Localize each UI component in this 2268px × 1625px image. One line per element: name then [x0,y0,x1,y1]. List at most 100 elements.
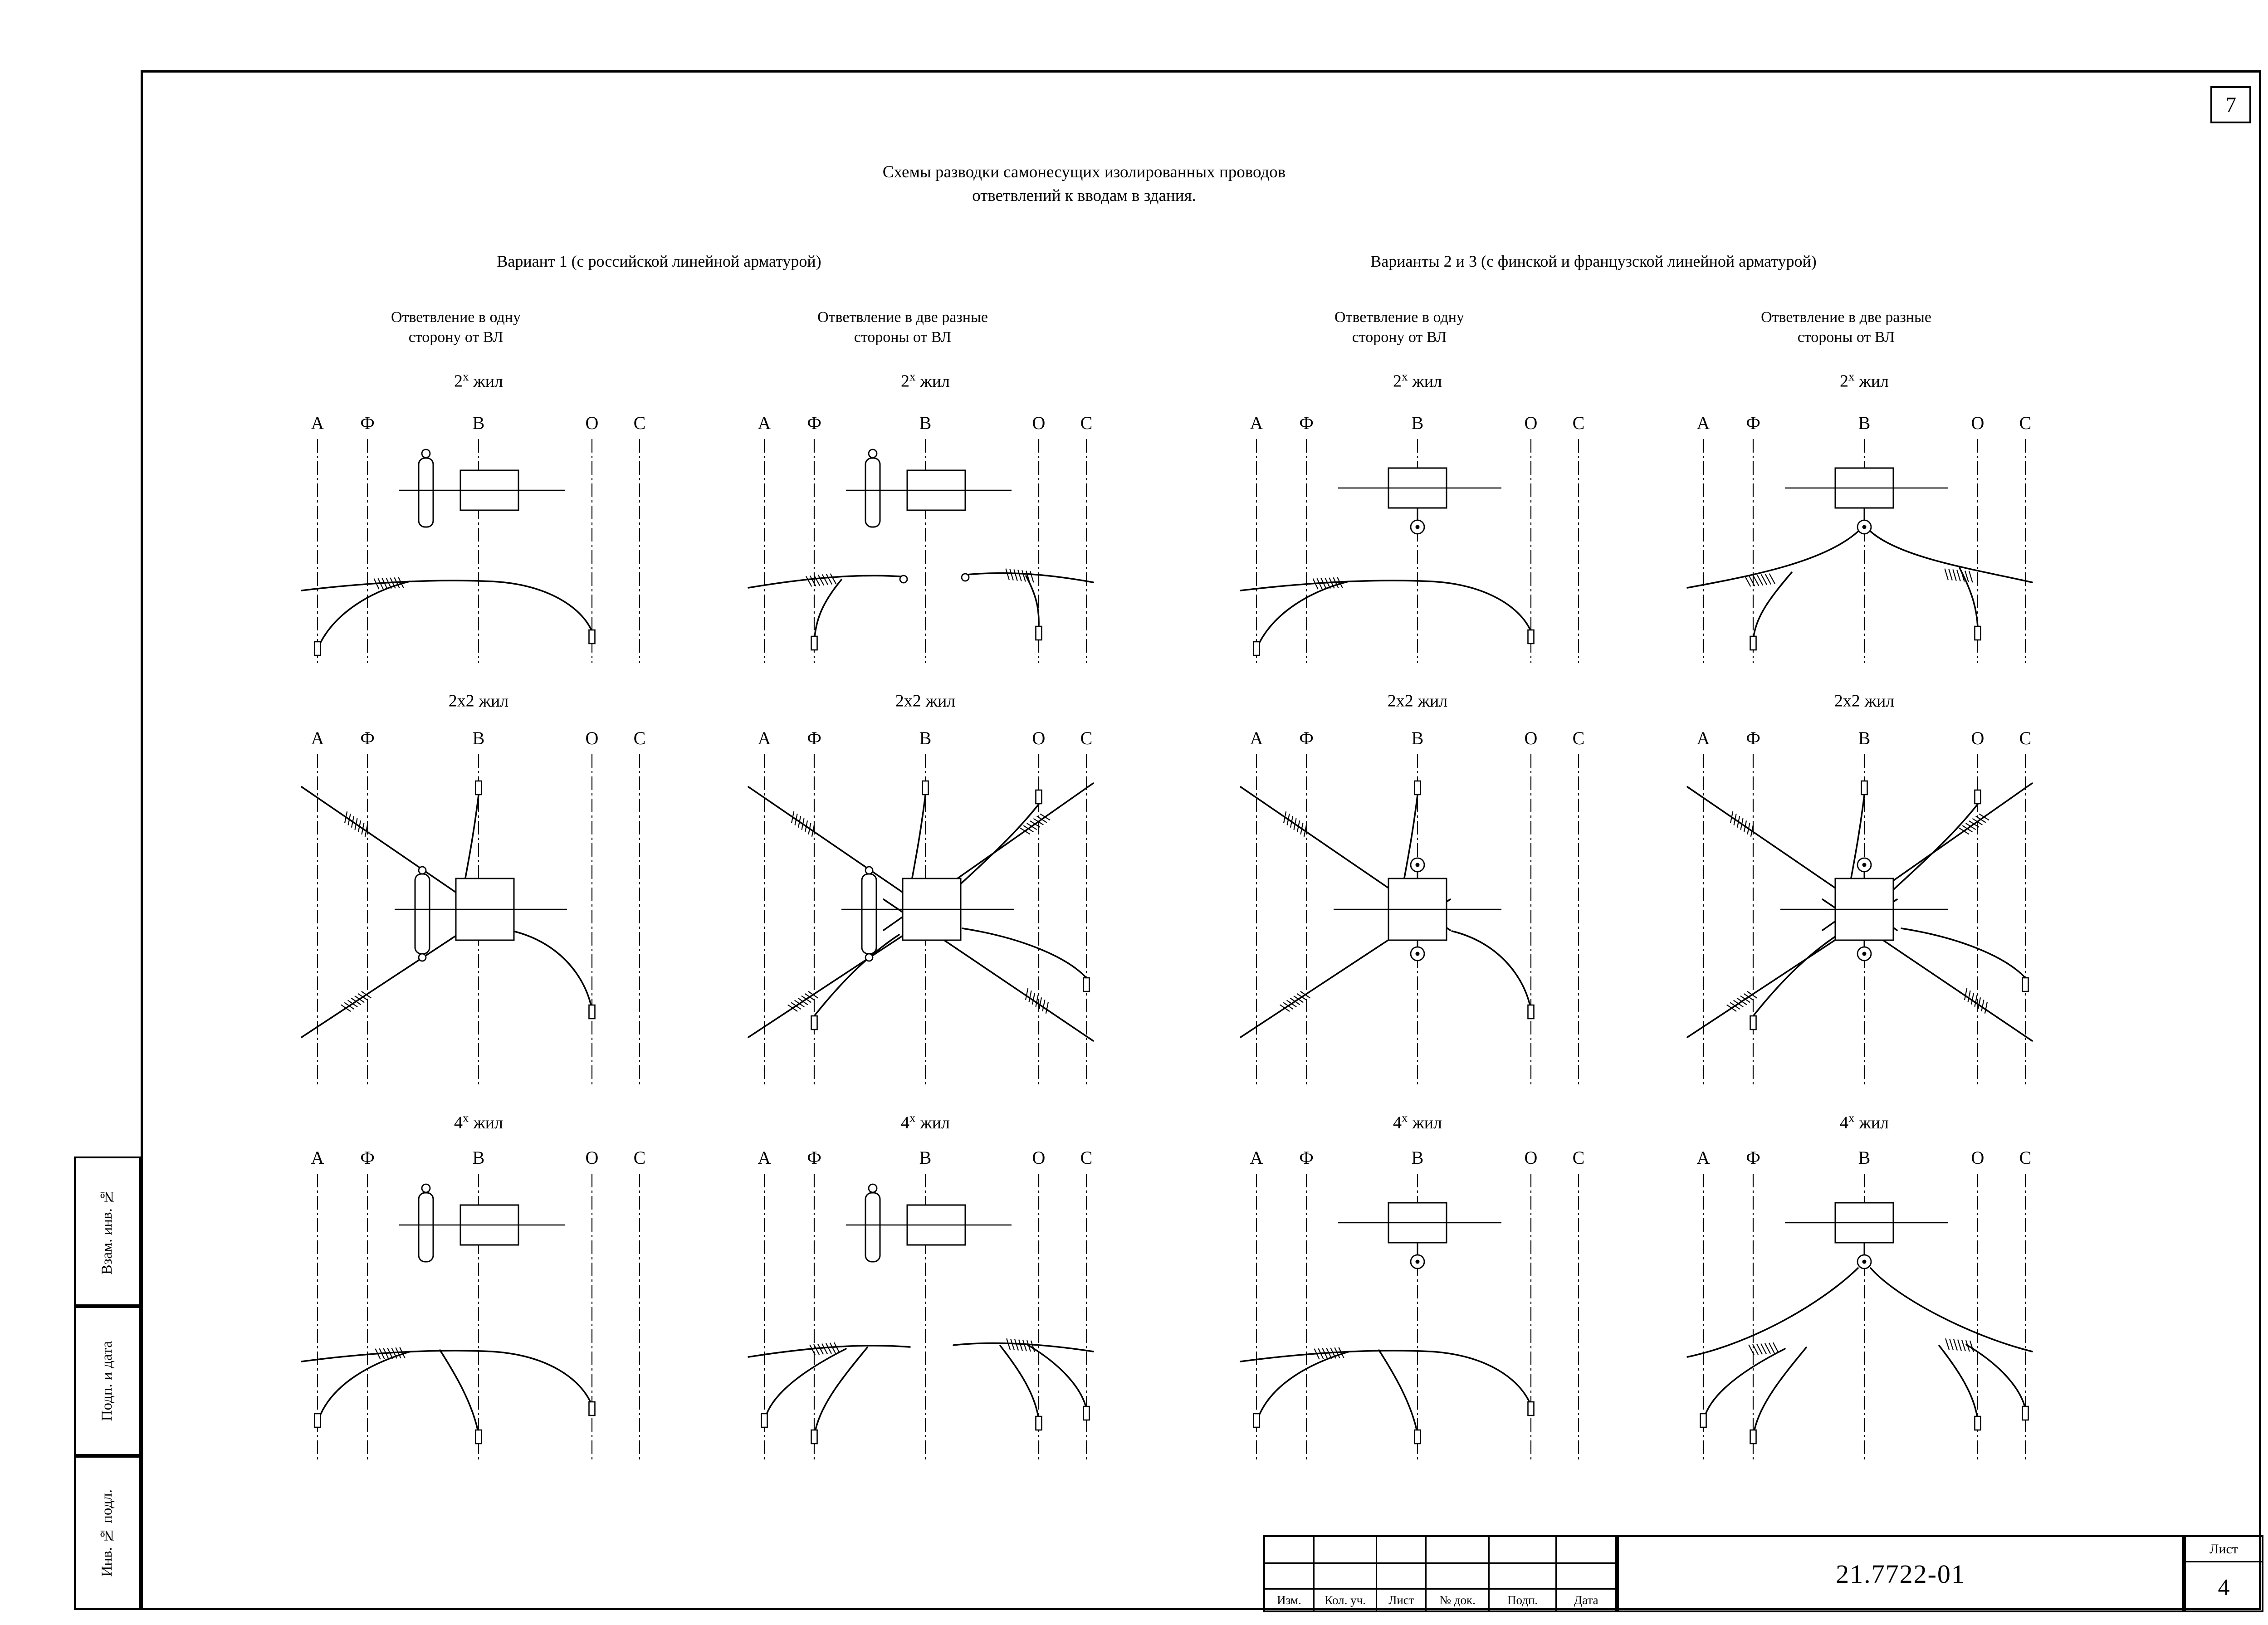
svg-text:А: А [1697,413,1710,433]
revision-cell [1377,1564,1427,1590]
svg-text:О: О [1525,728,1538,748]
revision-row-empty [1265,1564,1615,1590]
svg-text:Ф: Ф [1746,728,1760,748]
svg-text:А: А [1697,1147,1710,1168]
svg-text:А: А [758,413,771,433]
svg-text:В: В [919,413,932,433]
revision-cell [1427,1564,1490,1590]
svg-text:А: А [1250,1147,1263,1168]
core-count-label: 4х жил [454,1111,503,1132]
svg-text:А: А [311,1147,324,1168]
variant1-header: Вариант 1 (с российской линейной арматур… [497,252,821,270]
svg-text:О: О [1032,413,1046,433]
svg-text:А: А [311,728,324,748]
revision-cell [1489,1564,1557,1590]
svg-text:С: С [634,413,646,433]
svg-text:В: В [1412,728,1424,748]
sheet-number-value: 4 [2218,1574,2230,1601]
revision-cell [1314,1537,1378,1564]
svg-text:В: В [1858,728,1871,748]
revision-cell [1314,1564,1378,1590]
sheet-number-box: 7 [2210,86,2251,123]
svg-text:О: О [1971,413,1984,433]
column-subtitle-2-line1: Ответвление в две разные [817,309,988,326]
page-title-line2: ответвлений к вводам в здания. [972,186,1196,205]
svg-text:А: А [758,728,771,748]
revision-cell [1557,1564,1615,1590]
revision-cell [1265,1537,1315,1564]
stamp-podp-data: Подп. и дата [74,1306,141,1456]
column-subtitle-1: Ответвление в одну сторону от ВЛ [284,307,628,347]
svg-text:С: С [1573,413,1585,433]
svg-text:Ф: Ф [807,1147,821,1168]
variant23-header: Варианты 2 и 3 (с финской и французской … [1370,252,1817,270]
svg-text:А: А [1250,728,1263,748]
svg-text:А: А [311,413,324,433]
rev-col-list: Лист [1377,1590,1427,1610]
svg-text:С: С [1573,728,1585,748]
svg-text:С: С [1080,1147,1093,1168]
svg-text:В: В [1858,1147,1871,1168]
svg-text:С: С [2019,1147,2032,1168]
svg-text:О: О [1525,1147,1538,1168]
svg-text:О: О [586,413,599,433]
svg-text:С: С [2019,728,2032,748]
core-count-label: 2х жил [900,370,950,391]
svg-text:В: В [1858,413,1871,433]
core-count-label: 2х жил [1393,370,1442,391]
revision-header-row: Изм. Кол. уч. Лист № док. Подп. Дата [1265,1590,1615,1610]
revision-row-empty [1265,1537,1615,1564]
sheet-box: Лист 4 [2184,1535,2263,1612]
rev-col-data: Дата [1574,1593,1598,1607]
svg-text:С: С [1573,1147,1585,1168]
svg-text:В: В [473,728,485,748]
svg-text:Ф: Ф [1299,413,1314,433]
svg-text:Ф: Ф [1746,413,1760,433]
svg-text:С: С [634,1147,646,1168]
svg-text:А: А [1250,413,1263,433]
rev-col-podp: Подп. [1490,1590,1557,1610]
svg-text:Ф: Ф [360,413,375,433]
svg-text:А: А [1697,728,1710,748]
svg-text:О: О [586,728,599,748]
svg-text:Ф: Ф [360,728,375,748]
revision-cell [1489,1537,1557,1564]
core-count-label: 4х жил [1393,1111,1442,1132]
core-count-label: 2х жил [1839,370,1889,391]
column-subtitle-2: Ответвление в две разные стороны от ВЛ [730,307,1075,347]
svg-text:С: С [2019,413,2032,433]
rev-col-izm: Изм. [1265,1590,1315,1610]
revision-cell [1557,1537,1615,1564]
column-subtitle-4-line2: стороны от ВЛ [1797,329,1895,346]
svg-text:О: О [1971,728,1984,748]
revision-table: Изм. Кол. уч. Лист № док. Подп. Дата [1263,1535,1617,1612]
column-subtitle-3-line1: Ответвление в одну [1334,309,1464,326]
svg-text:О: О [1032,728,1046,748]
column-subtitle-2-line2: стороны от ВЛ [854,329,952,346]
svg-text:Ф: Ф [807,728,821,748]
svg-text:В: В [1412,413,1424,433]
svg-text:А: А [758,1147,771,1168]
svg-text:О: О [1971,1147,1984,1168]
svg-text:В: В [919,1147,932,1168]
revision-cell [1265,1564,1315,1590]
revision-cell [1377,1537,1427,1564]
document-number: 21.7722-01 [1836,1559,1965,1589]
doc-number-area: 21.7722-01 [1617,1535,2184,1612]
stamp-podp-data-label: Подп. и дата [99,1341,115,1421]
core-count-label: 2x2 жил [1834,691,1895,711]
svg-text:О: О [586,1147,599,1168]
svg-text:В: В [1412,1147,1424,1168]
stamp-inv-podl-label: Инв. № подл. [99,1489,115,1577]
svg-text:О: О [1032,1147,1046,1168]
stamp-vzam-inv-label: Взам. инв. № [99,1188,115,1275]
svg-text:С: С [1080,413,1093,433]
svg-text:С: С [1080,728,1093,748]
